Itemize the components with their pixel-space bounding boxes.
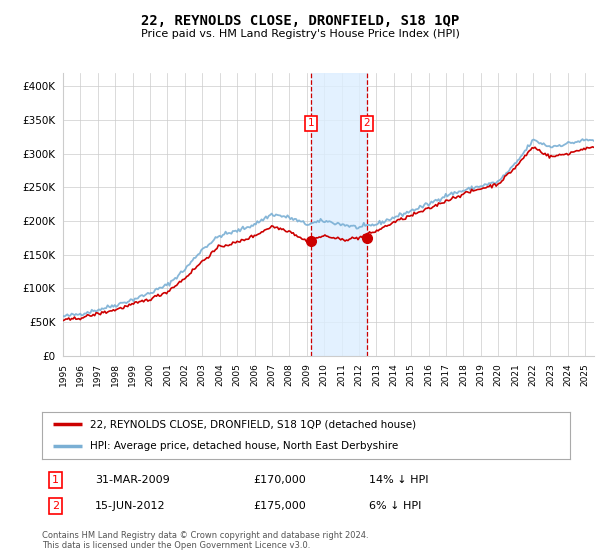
Text: £175,000: £175,000	[253, 501, 306, 511]
Text: 2: 2	[364, 118, 370, 128]
Text: 14% ↓ HPI: 14% ↓ HPI	[370, 475, 429, 485]
Text: 1: 1	[52, 475, 59, 485]
Text: HPI: Average price, detached house, North East Derbyshire: HPI: Average price, detached house, Nort…	[89, 441, 398, 451]
Text: Price paid vs. HM Land Registry's House Price Index (HPI): Price paid vs. HM Land Registry's House …	[140, 29, 460, 39]
Text: 2: 2	[52, 501, 59, 511]
Text: £170,000: £170,000	[253, 475, 306, 485]
Text: 22, REYNOLDS CLOSE, DRONFIELD, S18 1QP: 22, REYNOLDS CLOSE, DRONFIELD, S18 1QP	[141, 14, 459, 28]
Text: 31-MAR-2009: 31-MAR-2009	[95, 475, 170, 485]
Text: 22, REYNOLDS CLOSE, DRONFIELD, S18 1QP (detached house): 22, REYNOLDS CLOSE, DRONFIELD, S18 1QP (…	[89, 419, 416, 430]
Text: 6% ↓ HPI: 6% ↓ HPI	[370, 501, 422, 511]
Text: Contains HM Land Registry data © Crown copyright and database right 2024.
This d: Contains HM Land Registry data © Crown c…	[42, 531, 368, 550]
Text: 15-JUN-2012: 15-JUN-2012	[95, 501, 166, 511]
Text: 1: 1	[308, 118, 314, 128]
Bar	[311, 73, 367, 356]
